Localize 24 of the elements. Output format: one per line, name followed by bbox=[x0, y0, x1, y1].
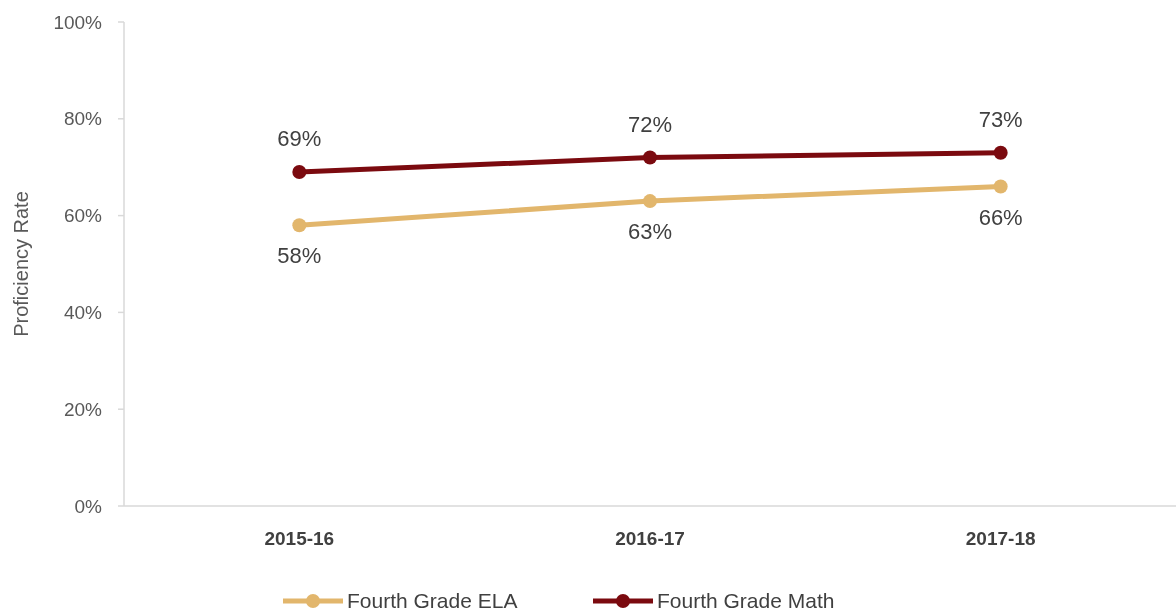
y-tick-label: 80% bbox=[63, 108, 103, 130]
data-label: 73% bbox=[978, 106, 1023, 132]
x-tick-label: 2016-17 bbox=[615, 528, 685, 549]
y-tick-label: 0% bbox=[74, 495, 103, 517]
point bbox=[292, 218, 307, 233]
data-label: 72% bbox=[627, 111, 673, 137]
x-tick-label: 2015-16 bbox=[264, 528, 335, 549]
point bbox=[643, 150, 657, 165]
data-label: 63% bbox=[627, 219, 673, 245]
data-label: 58% bbox=[277, 243, 322, 269]
y-tick-label: 60% bbox=[63, 205, 103, 227]
y-axis-title: Proficiency Rate bbox=[10, 191, 32, 337]
data-label: 66% bbox=[978, 204, 1023, 230]
point bbox=[993, 145, 1008, 160]
y-tick-label: 40% bbox=[63, 302, 103, 324]
legend-label: Fourth Grade ELA bbox=[347, 589, 518, 613]
data-label: 69% bbox=[277, 126, 322, 152]
y-tick-label: 100% bbox=[53, 11, 103, 33]
y-tick-label: 20% bbox=[63, 398, 103, 420]
point bbox=[292, 165, 307, 180]
point bbox=[643, 194, 657, 209]
x-tick-label: 2017-18 bbox=[965, 528, 1036, 549]
point bbox=[993, 179, 1008, 194]
legend-label: Fourth Grade Math bbox=[657, 589, 835, 613]
